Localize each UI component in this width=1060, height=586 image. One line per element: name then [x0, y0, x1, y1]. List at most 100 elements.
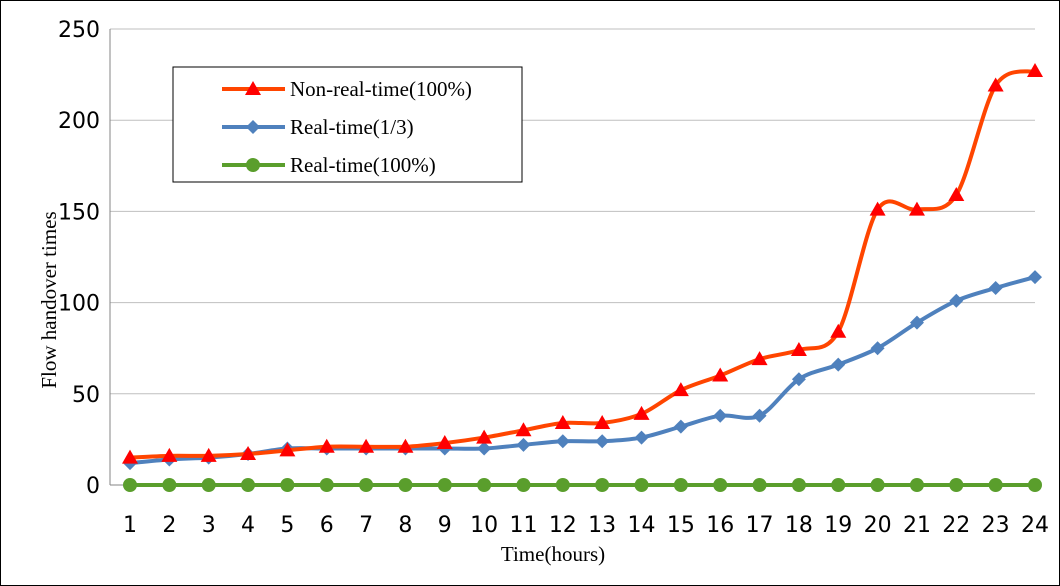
series-2: [123, 478, 1042, 492]
y-tick-label: 250: [58, 18, 100, 43]
data-point: [555, 434, 570, 449]
x-tick-label: 9: [438, 513, 452, 538]
y-axis-title: Flow handover times: [37, 211, 61, 388]
x-tick-label: 8: [398, 513, 412, 538]
x-tick-label: 19: [824, 513, 852, 538]
data-point: [909, 315, 924, 330]
x-tick-label: 16: [706, 513, 734, 538]
x-tick-label: 20: [864, 513, 892, 538]
data-point: [830, 323, 847, 338]
data-point: [673, 419, 688, 434]
x-tick-label: 21: [903, 513, 931, 538]
data-point: [397, 438, 414, 453]
legend-label: Real-time(1/3): [290, 115, 414, 139]
data-point: [988, 478, 1003, 492]
data-point: [515, 422, 532, 437]
data-point: [319, 478, 334, 492]
data-point: [594, 414, 611, 429]
data-point: [476, 429, 493, 444]
y-axis-ticks: 0 50 100 150 200 250: [58, 18, 100, 499]
x-tick-label: 14: [628, 513, 656, 538]
x-tick-label: 11: [509, 513, 537, 538]
x-tick-label: 2: [162, 513, 176, 538]
data-point: [201, 478, 216, 492]
data-point: [790, 342, 807, 357]
x-tick-label: 13: [588, 513, 616, 538]
data-point: [869, 201, 886, 216]
x-tick-label: 17: [746, 513, 774, 538]
data-point: [908, 201, 925, 216]
data-point: [987, 77, 1004, 92]
data-point: [122, 449, 138, 464]
data-point: [1027, 62, 1043, 77]
data-point: [554, 414, 571, 429]
legend-label: Non-real-time(100%): [290, 77, 472, 101]
data-point: [162, 478, 177, 492]
data-point: [948, 186, 965, 201]
data-point: [791, 372, 806, 387]
y-tick-label: 0: [86, 474, 100, 499]
x-tick-label: 5: [280, 513, 294, 538]
data-point: [751, 351, 768, 366]
x-tick-label: 4: [241, 513, 255, 538]
data-point: [398, 478, 413, 492]
x-tick-label: 7: [359, 513, 373, 538]
data-point: [123, 478, 137, 492]
legend: Non-real-time(100%) Real-time(1/3) Real-ti…: [172, 66, 523, 183]
y-tick-label: 50: [72, 383, 100, 408]
x-tick-label: 3: [202, 513, 216, 538]
data-point: [712, 367, 729, 382]
data-point: [909, 478, 924, 492]
series-layer: [122, 62, 1043, 492]
data-point: [516, 478, 531, 492]
data-point: [791, 478, 806, 492]
x-axis-ticks: 1 2 3 4 5 6 7 8 9 10 11 12 13 14 15 16 17 18 19 20 21 22 23 24: [123, 513, 1049, 538]
data-point: [595, 434, 610, 449]
data-point: [831, 478, 846, 492]
x-tick-label: 6: [320, 513, 334, 538]
data-point: [200, 447, 217, 462]
data-point: [1028, 270, 1042, 285]
y-tick-label: 100: [58, 292, 100, 317]
data-point: [359, 478, 374, 492]
x-axis-title: Time(hours): [501, 542, 605, 566]
data-point: [713, 478, 728, 492]
legend-marker: [246, 120, 260, 134]
legend-marker: [245, 81, 261, 95]
x-tick-label: 22: [942, 513, 970, 538]
data-point: [673, 478, 688, 492]
data-point: [988, 281, 1003, 296]
x-tick-label: 10: [470, 513, 498, 538]
data-point: [241, 478, 256, 492]
x-tick-label: 24: [1021, 513, 1049, 538]
data-point: [280, 478, 295, 492]
data-point: [949, 478, 964, 492]
data-point: [949, 293, 964, 308]
data-point: [752, 408, 767, 423]
data-point: [161, 447, 178, 462]
data-point: [870, 478, 885, 492]
data-point: [358, 438, 375, 453]
data-point: [437, 478, 452, 492]
y-tick-label: 150: [58, 200, 100, 225]
data-point: [279, 442, 296, 457]
data-point: [555, 478, 570, 492]
data-point: [318, 438, 335, 453]
data-point: [1028, 478, 1042, 492]
data-point: [436, 435, 453, 450]
data-point: [752, 478, 767, 492]
legend-label: Real-time(100%): [290, 153, 436, 177]
data-point: [595, 478, 610, 492]
y-tick-label: 200: [58, 109, 100, 134]
data-point: [477, 441, 492, 456]
data-point: [240, 445, 257, 460]
x-tick-label: 12: [549, 513, 577, 538]
series-0: [122, 62, 1043, 464]
data-point: [870, 341, 885, 356]
data-point: [634, 478, 649, 492]
x-tick-label: 1: [123, 513, 137, 538]
x-tick-label: 18: [785, 513, 813, 538]
x-tick-label: 23: [982, 513, 1010, 538]
